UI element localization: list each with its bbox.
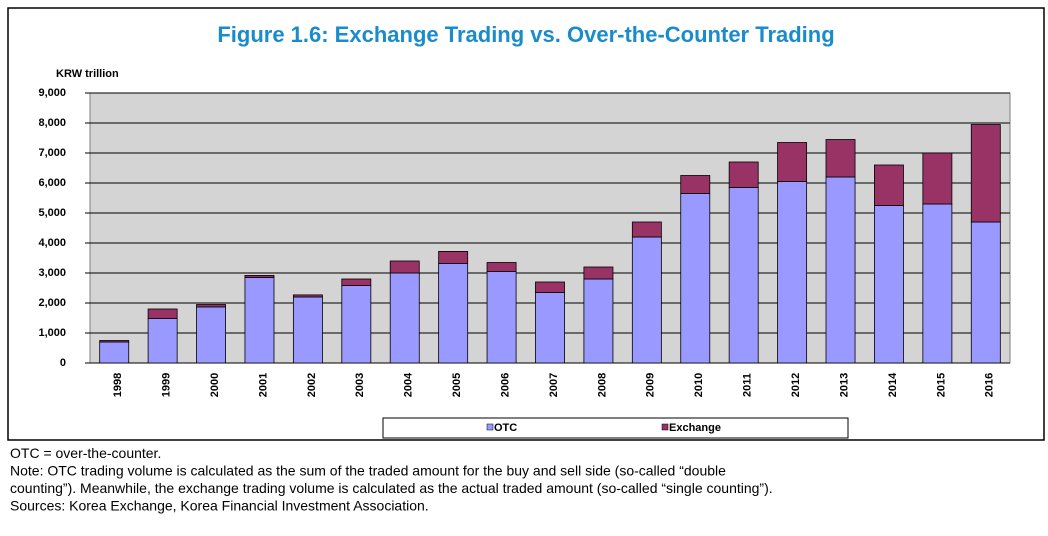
x-tick-label: 2005 <box>451 373 463 397</box>
x-tick-label: 2011 <box>742 373 754 397</box>
bar-segment <box>583 266 614 280</box>
x-tick-label: 2000 <box>209 373 221 397</box>
y-tick-label: 1,000 <box>38 327 66 339</box>
bar-segment <box>535 292 565 364</box>
bar-segment <box>970 124 1001 223</box>
bar-segment <box>486 262 517 272</box>
x-tick-label: 2015 <box>935 373 947 397</box>
bar-segment <box>777 142 808 182</box>
bar-segment <box>922 203 953 364</box>
bar-segment <box>147 308 178 320</box>
bar-segment <box>680 193 711 364</box>
bar-segment <box>341 278 372 286</box>
x-tick-label: 2016 <box>984 373 996 397</box>
x-tick-label: 2006 <box>499 373 511 397</box>
x-tick-label: 2014 <box>887 372 899 397</box>
legend-swatch <box>661 423 669 431</box>
y-tick-label: 9,000 <box>38 87 66 99</box>
bar-segment <box>631 221 662 238</box>
bar-segment <box>438 262 469 364</box>
x-tick-label: 2002 <box>306 373 318 397</box>
x-tick-label: 1998 <box>112 373 124 397</box>
y-tick-label: 7,000 <box>38 147 66 159</box>
bar-segment <box>728 161 759 188</box>
bar-segment <box>777 181 808 364</box>
y-tick-label: 6,000 <box>38 177 66 189</box>
bar-segment <box>147 318 178 364</box>
bar-segment <box>244 274 275 278</box>
x-tick-label: 1999 <box>161 373 173 397</box>
bar-segment <box>825 176 856 364</box>
note: counting”). Meanwhile, the exchange trad… <box>10 480 773 496</box>
y-tick-label: 0 <box>60 357 66 369</box>
bar-segment <box>970 221 1001 364</box>
x-tick-label: 2004 <box>403 372 415 397</box>
chart-title: Figure 1.6: Exchange Trading vs. Over-th… <box>217 22 834 47</box>
note: OTC = over-the-counter. <box>10 445 161 461</box>
bar-segment <box>825 139 856 178</box>
x-tick-label: 2009 <box>645 373 657 397</box>
y-tick-label: 8,000 <box>38 117 66 129</box>
bar-segment <box>292 296 323 364</box>
legend-label: Exchange <box>669 422 721 434</box>
bar-segment <box>244 277 275 364</box>
x-tick-label: 2013 <box>838 373 850 397</box>
bar-segment <box>389 260 420 274</box>
y-tick-label: 4,000 <box>38 237 66 249</box>
x-tick-label: 2007 <box>548 373 560 397</box>
note: Note: OTC trading volume is calculated a… <box>10 463 726 479</box>
legend-swatch <box>486 423 494 431</box>
bar-segment <box>922 152 953 205</box>
bar-segment <box>631 236 662 364</box>
bar-segment <box>389 272 420 364</box>
bar-segment <box>99 340 130 343</box>
x-tick-label: 2010 <box>693 373 705 397</box>
x-tick-label: 2001 <box>257 373 269 397</box>
bar-segment <box>535 281 565 293</box>
x-tick-label: 2012 <box>790 373 802 397</box>
note: Sources: Korea Exchange, Korea Financial… <box>10 498 429 514</box>
y-tick-label: 3,000 <box>38 267 66 279</box>
bar-segment <box>196 304 226 308</box>
legend <box>382 417 849 439</box>
bar-segment <box>680 175 711 194</box>
y-tick-label: 5,000 <box>38 207 66 219</box>
bar-segment <box>438 250 469 264</box>
bar-segment <box>486 271 517 364</box>
bar-segment <box>292 294 323 298</box>
bar-segment <box>196 306 226 364</box>
bar-segment <box>583 278 614 364</box>
x-tick-label: 2008 <box>596 373 608 397</box>
legend-label: OTC <box>494 422 517 434</box>
y-tick-label: 2,000 <box>38 297 66 309</box>
bar-segment <box>99 341 130 364</box>
bar-segment <box>874 205 904 364</box>
bar-segment <box>728 187 759 364</box>
frame <box>7 7 1045 441</box>
bar-segment <box>874 164 904 206</box>
x-tick-label: 2003 <box>354 373 366 397</box>
bar-segment <box>341 285 372 364</box>
y-axis-label: KRW trillion <box>56 68 119 80</box>
